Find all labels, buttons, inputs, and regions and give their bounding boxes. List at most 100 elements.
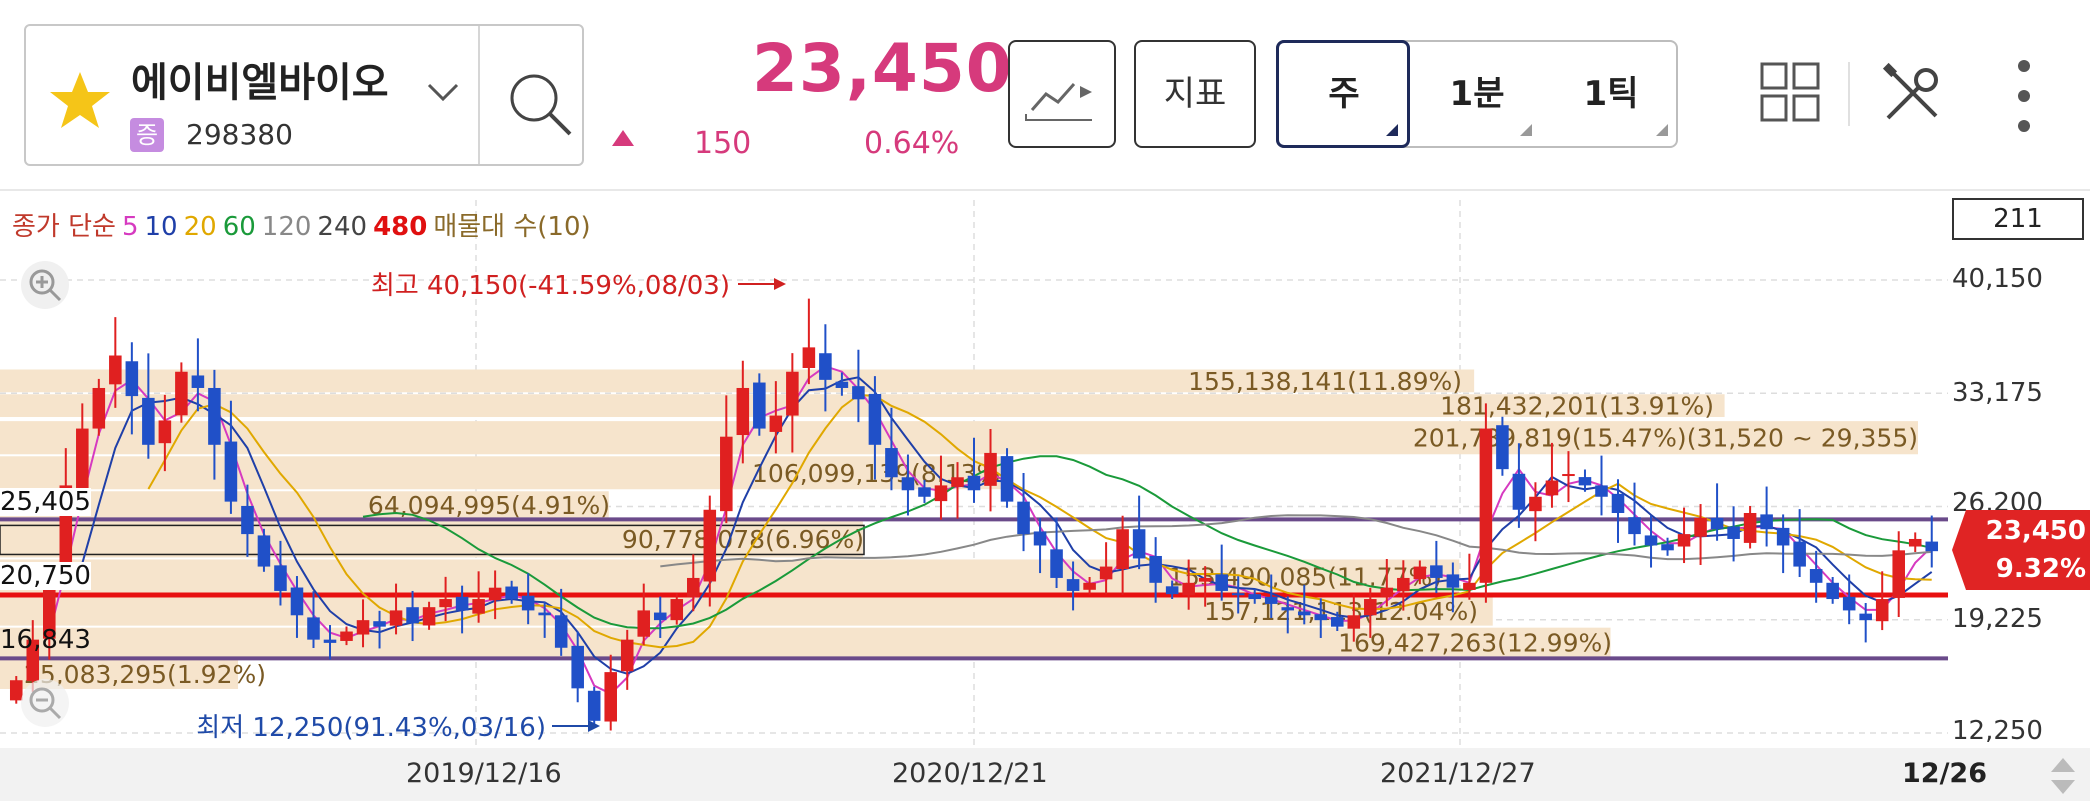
candle-body [1033, 531, 1047, 546]
more-icon[interactable] [2012, 58, 2036, 134]
current-price-tag [1952, 510, 2090, 590]
candle-body [819, 353, 832, 380]
candle-body [274, 565, 287, 591]
legend-item: 종가 단순 [12, 212, 116, 242]
candle-body [1231, 593, 1245, 596]
candle-body [158, 420, 172, 444]
legend-item: 120 [261, 212, 312, 242]
candle-body [488, 587, 502, 601]
candle-body [224, 441, 238, 502]
bar-count-box[interactable]: 211 [1952, 198, 2084, 240]
candle-body [538, 612, 551, 616]
chevron-down-icon[interactable] [426, 80, 460, 104]
candle-body [1347, 615, 1361, 629]
candle-body [290, 587, 304, 616]
tab-1tick[interactable]: 1틱 [1583, 74, 1639, 114]
indicator-legend[interactable]: 종가 단순 5 10 20 60 120 240 480 매물대 수(10) [12, 206, 597, 243]
candle-body [1000, 456, 1014, 502]
candle-body [901, 477, 915, 491]
chart-type-button[interactable] [1008, 40, 1116, 148]
candle-body [9, 680, 23, 701]
candle-body [505, 586, 518, 600]
candle-body [604, 672, 617, 722]
high-annotation: 최고 40,150(-41.59%,08/03) [371, 271, 730, 301]
candle-body [934, 485, 948, 502]
indicator-button[interactable]: 지표 [1134, 40, 1256, 148]
current-price-tag-pct: 9.32% [1995, 554, 2086, 584]
layout-grid-icon[interactable] [1760, 62, 1820, 122]
candle-body [1479, 428, 1493, 583]
corner-mark [1386, 124, 1398, 136]
current-price: 23,450 [752, 30, 1013, 107]
scroll-arrows-icon[interactable] [2048, 756, 2078, 796]
legend-item: 240 [317, 212, 368, 242]
candle-body [389, 610, 403, 626]
volume-profile-bar [0, 369, 1475, 393]
legend-item: 20 [183, 212, 217, 242]
candle-body [1496, 425, 1509, 470]
candle-body [769, 415, 783, 432]
low-arrow-head [588, 720, 600, 732]
candle-body [1397, 577, 1410, 592]
header-bar: 에이비엘바이오 증 298380 23,450 150 0.64% 지표 주 1… [0, 0, 2090, 190]
candle-body [554, 615, 568, 648]
candle-body [1380, 587, 1394, 597]
zoom-out-icon[interactable] [20, 678, 70, 728]
stock-selector[interactable]: 에이비엘바이오 증 298380 [24, 24, 584, 166]
legend-item: 매물대 수(10) [433, 212, 591, 242]
candle-body [687, 577, 700, 597]
candle-body [1859, 613, 1872, 621]
candle-body [191, 375, 205, 388]
x-tick-label: 2021/12/27 [1380, 758, 1536, 789]
candle-body [521, 595, 535, 611]
candle-body [92, 387, 106, 429]
candle-body [1430, 565, 1443, 578]
candle-body [1892, 550, 1905, 598]
star-icon[interactable] [48, 70, 112, 130]
candle-body [373, 621, 386, 627]
up-arrow-icon [612, 130, 634, 146]
candle-body [918, 487, 931, 497]
candle-body [620, 639, 634, 672]
moving-average-line [362, 455, 1932, 630]
stock-name[interactable]: 에이비엘바이오 [131, 60, 389, 106]
candle-body [571, 645, 584, 689]
candle-body [1182, 582, 1195, 596]
tools-icon[interactable] [1880, 62, 1944, 126]
tab-week[interactable]: 주 [1328, 74, 1360, 114]
line-label: 20,750 [0, 561, 91, 591]
candle-body [26, 639, 40, 682]
candle-body [587, 690, 601, 721]
candle-body [1446, 574, 1460, 588]
chart-type-icon [1025, 83, 1092, 121]
candle-body [472, 599, 485, 614]
candle-body [1727, 526, 1740, 539]
candle-body [455, 596, 469, 611]
candle-body [1661, 544, 1674, 551]
legend-item: 60 [222, 212, 256, 242]
candle-body [1826, 582, 1839, 600]
candle-body [653, 612, 667, 621]
price-change-pct: 0.64% [864, 126, 960, 161]
corner-mark [1656, 124, 1668, 136]
volume-profile-bar [0, 456, 1008, 490]
candle-body [1099, 566, 1113, 580]
candle-body [1644, 535, 1658, 546]
candle-body [125, 361, 139, 397]
candle-body [1149, 555, 1162, 583]
candle-body [1215, 574, 1228, 591]
candle-body [1875, 599, 1889, 622]
candle-body [1066, 579, 1080, 591]
search-icon[interactable] [502, 66, 582, 146]
zoom-in-icon[interactable] [20, 260, 70, 310]
candle-body [802, 347, 816, 369]
candle-body [356, 620, 370, 635]
candle-body [1529, 496, 1542, 512]
candle-body [1760, 514, 1773, 530]
candle-body [1281, 607, 1295, 611]
candle-body [1628, 517, 1641, 535]
candle-body [43, 582, 56, 639]
tab-1min[interactable]: 1분 [1449, 74, 1505, 114]
x-tick-label-current: 12/26 [1902, 758, 1988, 789]
